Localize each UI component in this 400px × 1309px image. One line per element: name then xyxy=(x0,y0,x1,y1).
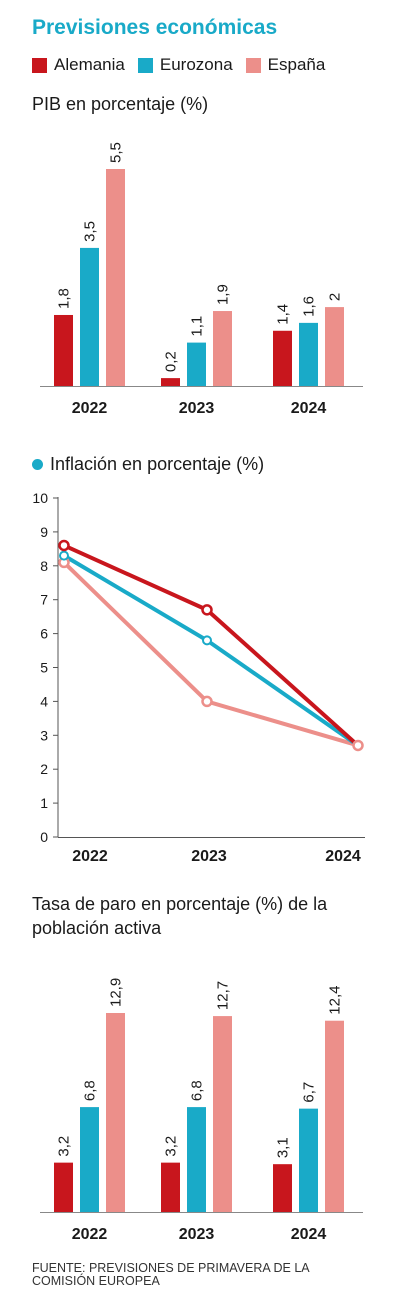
legend-label-eurozona: Eurozona xyxy=(159,55,233,74)
inflation-point-espana-2024 xyxy=(352,739,364,752)
inflation-y-tick-label-6: 6 xyxy=(40,626,48,642)
unemp-bar-eurozona-2024 xyxy=(299,1108,318,1212)
gdp-chart-title: PIB en porcentaje (%) xyxy=(32,94,209,114)
gdp-bar-espana-2022 xyxy=(106,169,125,386)
unemp-bar-alemania-2022 xyxy=(54,1162,73,1212)
unemp-category-label-2023: 2023 xyxy=(179,1226,215,1243)
inflation-x-label-2023: 2023 xyxy=(191,848,227,865)
inflation-y-tick-label-9: 9 xyxy=(40,524,48,540)
gdp-bar-alemania-2024 xyxy=(273,330,292,386)
unemp-bar-eurozona-2023 xyxy=(187,1107,206,1212)
gdp-value-label-alemania-2022: 1,8 xyxy=(56,288,73,309)
unemp-value-label-alemania-2023: 3,2 xyxy=(163,1136,180,1157)
unemp-value-label-eurozona-2022: 6,8 xyxy=(82,1080,99,1101)
legend-item-alemania: Alemania xyxy=(32,55,125,75)
unemp-bar-espana-2024 xyxy=(325,1020,344,1212)
gdp-category-label-2022: 2022 xyxy=(72,400,108,417)
unemp-value-label-eurozona-2023: 6,8 xyxy=(189,1080,206,1101)
inflation-y-tick-label-0: 0 xyxy=(40,829,48,845)
inflation-y-tick-label-1: 1 xyxy=(40,795,48,811)
legend-item-espana: España xyxy=(245,55,326,75)
gdp-bar-alemania-2022 xyxy=(54,314,73,386)
gdp-value-label-eurozona-2023: 1,1 xyxy=(189,316,206,337)
gdp-bar-chart: 1,8 3,5 5,5 2022 0,2 1,1 1,9 2023 1,4 1,6 2 2024 xyxy=(40,142,363,417)
unemployment-chart-title: Tasa de paro en porcentaje (%) de la pob… xyxy=(32,894,328,938)
inflation-x-label-2024: 2024 xyxy=(325,848,361,865)
gdp-bar-eurozona-2023 xyxy=(187,342,206,386)
unemp-category-label-2024: 2024 xyxy=(291,1226,327,1243)
inflation-point-alemania-2022 xyxy=(58,539,70,552)
inflation-y-tick-label-2: 2 xyxy=(40,761,48,777)
inflation-y-tick-label-4: 4 xyxy=(40,693,48,709)
inflation-point-espana-2023 xyxy=(201,695,213,708)
gdp-bar-eurozona-2022 xyxy=(80,247,99,386)
legend-label-espana: España xyxy=(267,55,326,74)
inflation-y-tick-label-8: 8 xyxy=(40,558,48,574)
unemp-value-label-espana-2024: 12,4 xyxy=(327,986,344,1015)
unemp-bar-alemania-2024 xyxy=(273,1164,292,1212)
unemp-bar-espana-2022 xyxy=(106,1013,125,1212)
inflation-point-eurozona-2022 xyxy=(59,550,69,561)
unemployment-bar-chart: 3,2 6,8 12,9 2022 3,2 6,8 12,7 2023 3,1 6,7 12,4 20… xyxy=(40,978,363,1243)
legend-swatch-alemania xyxy=(32,57,47,73)
legend-swatch-eurozona xyxy=(137,57,153,73)
gdp-bar-alemania-2023 xyxy=(161,378,180,386)
legend: Alemania Eurozona España xyxy=(32,54,338,76)
unemp-value-label-alemania-2022: 3,2 xyxy=(56,1136,73,1157)
gdp-category-label-2023: 2023 xyxy=(179,400,215,417)
gdp-value-label-eurozona-2024: 1,6 xyxy=(301,296,318,317)
gdp-category-label-2024: 2024 xyxy=(291,400,327,417)
unemp-value-label-eurozona-2024: 6,7 xyxy=(301,1082,318,1103)
inflation-point-alemania-2023 xyxy=(201,604,213,616)
gdp-bar-espana-2024 xyxy=(325,307,344,386)
gdp-value-label-espana-2023: 1,9 xyxy=(215,284,232,305)
gdp-bar-eurozona-2024 xyxy=(299,322,318,386)
inflation-x-label-2022: 2022 xyxy=(72,848,108,865)
unemp-value-label-alemania-2024: 3,1 xyxy=(275,1137,292,1158)
unemp-value-label-espana-2023: 12,7 xyxy=(215,981,232,1010)
infographic-title: Previsiones económicas xyxy=(32,16,278,39)
inflation-point-eurozona-2023 xyxy=(202,635,212,646)
unemp-bar-alemania-2023 xyxy=(161,1162,180,1212)
inflation-chart-title-text: Inflación en porcentaje (%) xyxy=(50,454,265,474)
gdp-value-label-eurozona-2022: 3,5 xyxy=(82,221,99,242)
inflation-y-tick-label-10: 10 xyxy=(32,490,48,506)
source-note: FUENTE: PREVISIONES DE PRIMAVERA DE LA C… xyxy=(32,1261,309,1288)
inflation-y-tick-label-3: 3 xyxy=(40,727,48,743)
inflation-y-tick-label-7: 7 xyxy=(40,592,48,608)
legend-label-alemania: Alemania xyxy=(54,55,125,74)
gdp-value-label-alemania-2024: 1,4 xyxy=(275,304,292,325)
gdp-value-label-alemania-2023: 0,2 xyxy=(163,351,180,372)
unemp-value-label-espana-2022: 12,9 xyxy=(108,978,125,1007)
inflation-chart-title: Inflación en porcentaje (%) xyxy=(32,454,264,475)
inflation-y-tick-label-5: 5 xyxy=(40,660,48,676)
unemp-bar-espana-2023 xyxy=(213,1016,232,1212)
gdp-bar-espana-2023 xyxy=(213,311,232,386)
gdp-value-label-espana-2024: 2 xyxy=(327,293,344,301)
legend-item-eurozona: Eurozona xyxy=(137,55,233,75)
inflation-line-chart: 0 1 2 3 4 5 6 7 8 9 10 2022 2023 2024 xyxy=(32,490,365,865)
gdp-value-label-espana-2022: 5,5 xyxy=(108,142,125,163)
legend-swatch-espana xyxy=(245,57,261,73)
bullet-dot-icon xyxy=(32,459,43,470)
unemp-category-label-2022: 2022 xyxy=(72,1226,108,1243)
unemp-bar-eurozona-2022 xyxy=(80,1107,99,1212)
